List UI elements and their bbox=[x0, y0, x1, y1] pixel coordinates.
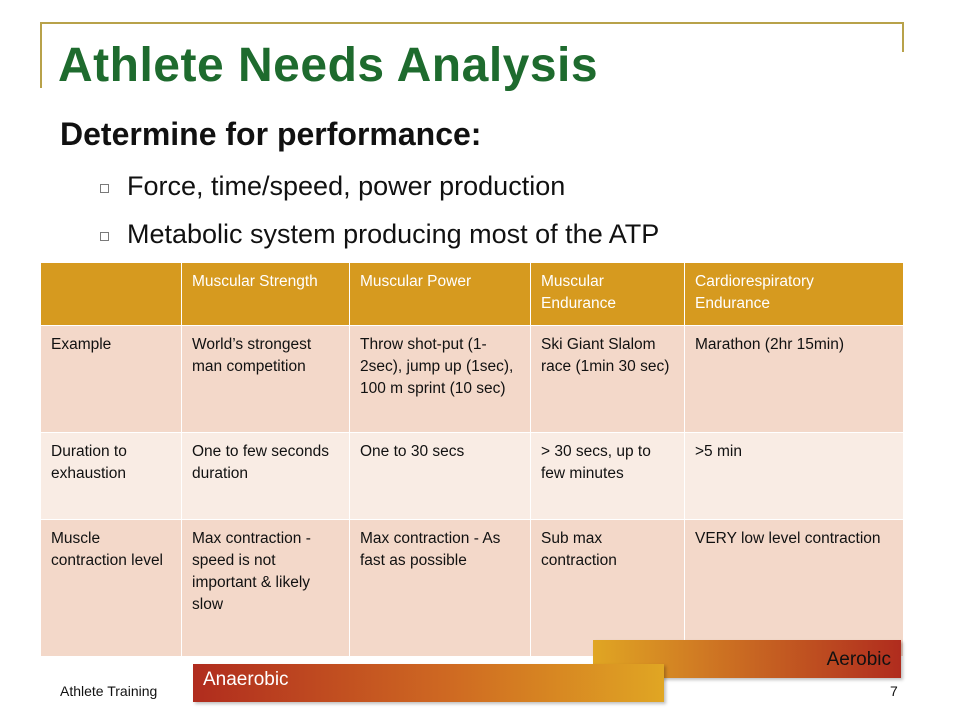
anaerobic-label: Anaerobic bbox=[203, 669, 289, 690]
bullet-text: Metabolic system producing most of the A… bbox=[127, 219, 660, 249]
table-cell: Marathon (2hr 15min) bbox=[684, 325, 904, 433]
table-cell: >5 min bbox=[684, 432, 904, 520]
bullet-item: Force, time/speed, power production bbox=[100, 171, 565, 202]
anaerobic-bar: Anaerobic bbox=[193, 664, 664, 702]
table-header-cell bbox=[40, 262, 182, 326]
frame-left-rule bbox=[40, 22, 42, 88]
table-cell: World’s strongest man competition bbox=[181, 325, 350, 433]
table-row-label: Muscle contraction level bbox=[40, 519, 182, 657]
table-row: Duration to exhaustion One to few second… bbox=[40, 432, 904, 520]
table-cell: > 30 secs, up to few minutes bbox=[530, 432, 685, 520]
hollow-square-bullet-icon bbox=[100, 184, 109, 193]
table-header-cell: Muscular Strength bbox=[181, 262, 350, 326]
aerobic-label: Aerobic bbox=[826, 649, 891, 670]
table-cell: One to 30 secs bbox=[349, 432, 531, 520]
table-header-cell: Cardiorespiratory Endurance bbox=[684, 262, 904, 326]
table-header-row: Muscular Strength Muscular Power Muscula… bbox=[40, 262, 904, 326]
bullet-text: Force, time/speed, power production bbox=[127, 171, 566, 201]
frame-top-rule bbox=[40, 22, 904, 24]
table-row-label: Duration to exhaustion bbox=[40, 432, 182, 520]
table-cell: Max contraction - speed is not important… bbox=[181, 519, 350, 657]
table-row: Muscle contraction level Max contraction… bbox=[40, 519, 904, 657]
table-cell: Sub max contraction bbox=[530, 519, 685, 657]
table-cell: Max contraction - As fast as possible bbox=[349, 519, 531, 657]
table-row-label: Example bbox=[40, 325, 182, 433]
page-number: 7 bbox=[890, 683, 898, 699]
slide-title: Athlete Needs Analysis bbox=[58, 39, 599, 92]
table-cell: One to few seconds duration bbox=[181, 432, 350, 520]
table-cell: Ski Giant Slalom race (1min 30 sec) bbox=[530, 325, 685, 433]
slide-subtitle: Determine for performance: bbox=[60, 116, 482, 152]
bullet-item: Metabolic system producing most of the A… bbox=[100, 219, 659, 250]
table-cell: Throw shot-put (1-2sec), jump up (1sec),… bbox=[349, 325, 531, 433]
hollow-square-bullet-icon bbox=[100, 232, 109, 241]
table-header-cell: Muscular Endurance bbox=[530, 262, 685, 326]
table-header-cell: Muscular Power bbox=[349, 262, 531, 326]
footer-text: Athlete Training bbox=[60, 683, 158, 699]
frame-right-rule bbox=[902, 22, 904, 52]
table-cell: VERY low level contraction bbox=[684, 519, 904, 657]
needs-analysis-table: Muscular Strength Muscular Power Muscula… bbox=[40, 262, 904, 657]
table-row: Example World’s strongest man competitio… bbox=[40, 325, 904, 433]
